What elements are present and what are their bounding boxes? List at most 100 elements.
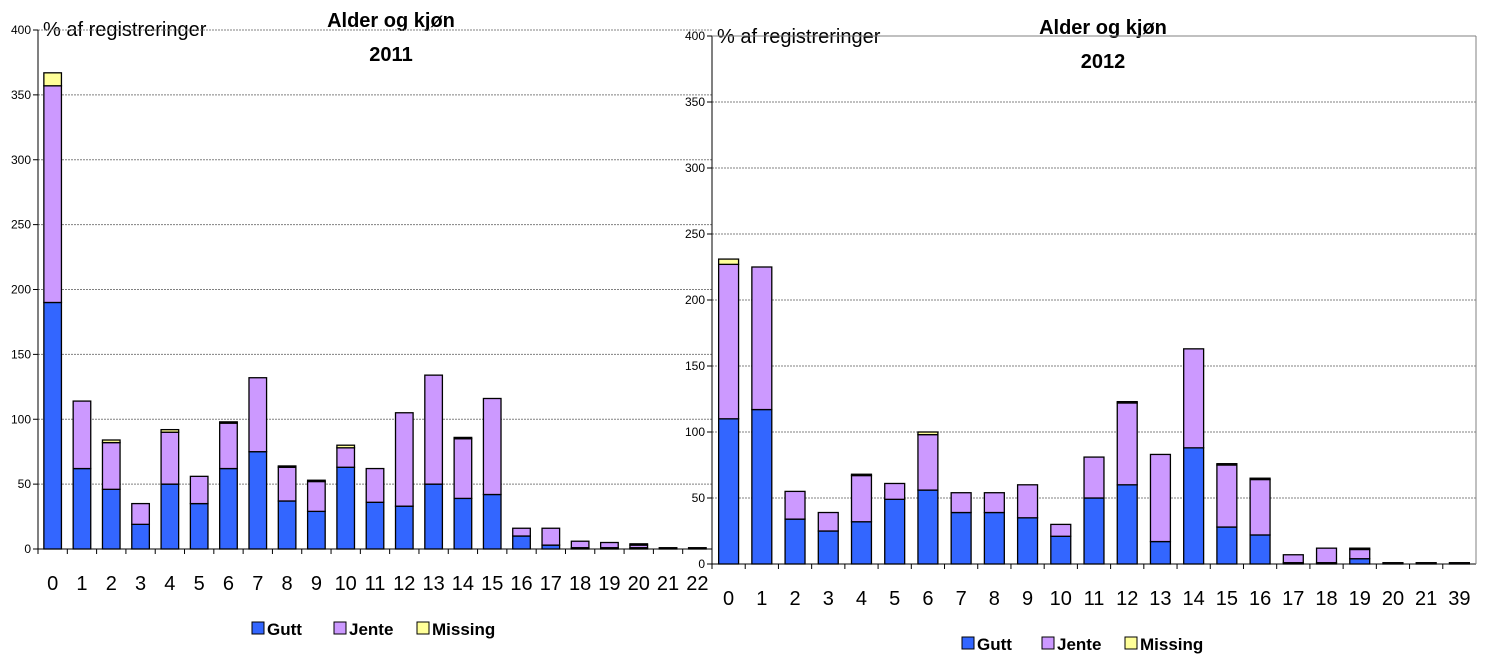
bar-segment-jente xyxy=(1050,523,1072,537)
bar-segment-gutt xyxy=(424,483,444,550)
bar-segment-jente xyxy=(1249,478,1271,536)
bar-segment-gutt xyxy=(884,498,906,565)
y-tick-label: 50 xyxy=(18,477,32,491)
bar-segment-gutt xyxy=(1216,526,1238,565)
chart1-legend: Gutt Jente Missing xyxy=(251,620,495,639)
legend-swatch-gutt xyxy=(251,621,265,635)
bar-segment-missing xyxy=(277,465,297,468)
bar-segment-jente xyxy=(512,527,531,537)
bar-segment-gutt xyxy=(817,530,839,565)
x-tick-label: 20 xyxy=(628,573,650,595)
bar-segment-missing xyxy=(850,473,873,477)
y-tick-label: 0 xyxy=(24,542,31,556)
bar-segment-missing xyxy=(1349,547,1371,551)
bar-segment-gutt xyxy=(1016,517,1039,565)
x-tick-label: 12 xyxy=(393,573,415,595)
x-tick-label: 6 xyxy=(922,588,933,610)
bar-segment-gutt xyxy=(751,408,773,565)
bar-segment-jente xyxy=(950,492,972,514)
x-tick-label: 4 xyxy=(856,588,867,610)
bar-segment-jente xyxy=(1016,484,1039,519)
bar-segment-jente xyxy=(1282,554,1304,564)
chart1-title: Alder og kjøn xyxy=(327,10,455,32)
bar-segment-jente xyxy=(482,397,502,496)
x-tick-label: 2 xyxy=(106,573,117,595)
bar-segment-jente xyxy=(453,438,473,500)
bar-segment-jente xyxy=(1415,562,1437,565)
chart2-ylabel: % af registreringer xyxy=(717,26,881,48)
bar-segment-jente xyxy=(277,466,297,502)
legend-swatch-gutt xyxy=(961,636,975,650)
bar-segment-jente xyxy=(541,527,561,546)
x-tick-label: 20 xyxy=(1382,588,1404,610)
bar-segment-gutt xyxy=(43,301,63,550)
x-tick-label: 3 xyxy=(135,573,146,595)
bar-segment-jente xyxy=(1083,456,1105,499)
bar-segment-gutt xyxy=(277,500,297,550)
bar-segment-jente xyxy=(101,441,121,490)
legend-label-missing: Missing xyxy=(1140,635,1203,654)
x-tick-label: 14 xyxy=(1183,588,1205,610)
bar-segment-gutt xyxy=(482,493,502,550)
bar-segment-jente xyxy=(599,541,619,549)
bar-segment-jente xyxy=(248,377,268,453)
bar-segment-jente xyxy=(817,511,839,532)
bar-segment-gutt xyxy=(784,518,806,565)
bar-segment-gutt xyxy=(394,505,414,550)
bar-segment-jente xyxy=(306,480,326,513)
x-tick-label: 10 xyxy=(335,573,357,595)
x-tick-label: 8 xyxy=(282,573,293,595)
bar-segment-missing xyxy=(1249,477,1271,481)
y-tick-label: 400 xyxy=(685,29,705,43)
legend-label-gutt: Gutt xyxy=(977,635,1012,654)
chart1-ylabel: % af registreringer xyxy=(43,19,207,41)
x-tick-label: 18 xyxy=(1315,588,1337,610)
bar-segment-missing xyxy=(453,436,473,440)
x-tick-label: 14 xyxy=(452,573,474,595)
bar-segment-gutt xyxy=(365,501,385,550)
y-tick-label: 100 xyxy=(11,412,31,426)
x-tick-label: 16 xyxy=(510,573,532,595)
x-tick-label: 19 xyxy=(1349,588,1371,610)
bar-segment-gutt xyxy=(1249,534,1271,565)
x-tick-label: 9 xyxy=(1022,588,1033,610)
bar-segment-gutt xyxy=(453,497,473,550)
bar-segment-missing xyxy=(629,543,649,546)
x-tick-label: 8 xyxy=(989,588,1000,610)
bar-segment-jente xyxy=(394,412,414,507)
legend-swatch-jente xyxy=(333,621,347,635)
chart2-legend: Gutt Jente Missing xyxy=(961,635,1203,654)
chart1-subtitle: 2011 xyxy=(369,44,412,66)
chart2-subtitle: 2012 xyxy=(1081,51,1126,73)
bar-segment-gutt xyxy=(72,467,92,550)
legend-label-jente: Jente xyxy=(349,620,393,639)
x-tick-label: 19 xyxy=(598,573,620,595)
y-tick-label: 150 xyxy=(11,347,31,361)
y-tick-label: 300 xyxy=(11,153,31,167)
bar-segment-missing xyxy=(43,72,63,87)
bar-segment-gutt xyxy=(512,535,531,550)
bar-segment-gutt xyxy=(717,418,740,565)
bar-segment-jente xyxy=(983,492,1005,514)
x-tick-label: 10 xyxy=(1050,588,1072,610)
bar-segment-gutt xyxy=(1349,558,1371,565)
x-tick-label: 0 xyxy=(47,573,58,595)
x-tick-label: 13 xyxy=(422,573,444,595)
y-tick-label: 200 xyxy=(11,283,31,297)
bar-segment-gutt xyxy=(850,521,873,565)
bar-segment-gutt xyxy=(306,510,326,550)
y-tick-label: 150 xyxy=(685,359,705,373)
bar-segment-missing xyxy=(219,421,238,424)
x-tick-label: 1 xyxy=(76,573,87,595)
legend-swatch-missing xyxy=(1124,636,1138,650)
x-tick-label: 17 xyxy=(1282,588,1304,610)
x-tick-label: 1 xyxy=(756,588,767,610)
x-tick-label: 15 xyxy=(1216,588,1238,610)
x-tick-label: 9 xyxy=(311,573,322,595)
x-tick-label: 5 xyxy=(889,588,900,610)
bar-segment-missing xyxy=(1216,463,1238,466)
bar-segment-jente xyxy=(365,467,385,503)
legend-label-gutt: Gutt xyxy=(267,620,302,639)
bar-segment-missing xyxy=(917,431,939,436)
bar-segment-missing xyxy=(336,444,356,449)
